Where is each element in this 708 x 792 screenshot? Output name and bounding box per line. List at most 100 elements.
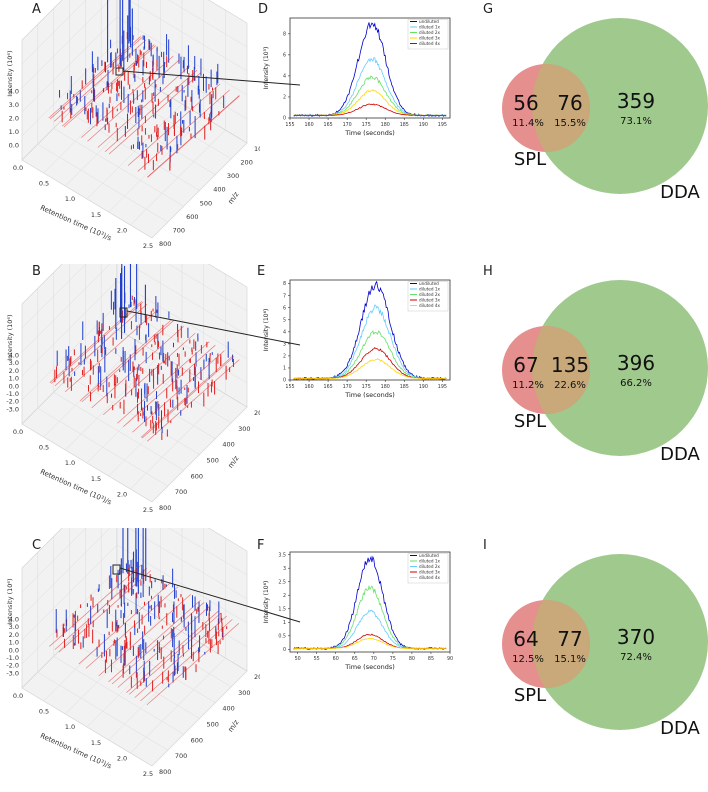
red-trace-line xyxy=(132,350,225,433)
x-tick-label: 170 xyxy=(343,122,352,128)
x-tick-label: 195 xyxy=(438,384,447,390)
x-tick-label: 195 xyxy=(438,122,447,128)
y-tick-label: 2 xyxy=(283,593,286,599)
y-tick-label: 8 xyxy=(283,281,286,287)
red-trace-line xyxy=(108,600,201,683)
line-chart-e: 155 160 165 170 175 180 185 190 195 0 1 2 3 4 5 6 7 8 Time… xyxy=(263,279,451,399)
series-line-diluted-4x xyxy=(293,103,447,116)
legend-label: diluted 2x xyxy=(419,564,441,569)
y-tick-label: 700 xyxy=(175,752,187,760)
red-trace-line xyxy=(117,605,211,688)
x-tick-label: 190 xyxy=(419,384,428,390)
x-tick-label: 165 xyxy=(324,122,333,128)
x-tick-label: 2.5 xyxy=(143,770,153,778)
x-tick-label: 1.5 xyxy=(91,475,101,483)
x-axis-label: Time (seconds) xyxy=(344,129,395,137)
y-tick-label: 2 xyxy=(283,95,286,101)
y-tick-label: 600 xyxy=(186,213,198,221)
wall-gridline xyxy=(21,280,118,377)
z-tick-label: -1.0 xyxy=(6,390,19,398)
dda-set-label: DDA xyxy=(660,182,700,203)
connector-line-c xyxy=(119,567,301,623)
red-trace-line xyxy=(79,318,173,402)
legend-label: diluted 3x xyxy=(419,570,441,575)
z-tick-label: 0.0 xyxy=(9,382,19,390)
y-tick-label: 3 xyxy=(283,566,286,572)
legend-label: diluted 1x xyxy=(419,25,441,30)
dda-circle xyxy=(532,18,708,194)
spl-only-percent: 12.5% xyxy=(512,654,544,665)
z-tick-label: 3.0 xyxy=(9,623,19,631)
spl-set-label: SPL xyxy=(514,685,546,706)
red-trace-line xyxy=(50,301,144,384)
row-2: B 4.0 3.0 2.0 1.0 0.0 -1.0 -2.0 -3.0 Intensity (… xyxy=(0,264,708,528)
zoom-box-b xyxy=(119,307,128,318)
red-trace-line xyxy=(81,55,174,138)
red-trace-line xyxy=(104,69,198,153)
panel-letter-g: G xyxy=(483,2,494,17)
y-tick-label: 6 xyxy=(283,52,286,58)
x-tick-label: 175 xyxy=(362,384,371,390)
x-tick-label: 1.0 xyxy=(65,195,75,203)
z-tick-label: 2.0 xyxy=(9,114,19,122)
legend-box xyxy=(407,553,449,584)
red-trace-line xyxy=(50,37,143,120)
y-tick-label: 400 xyxy=(213,186,225,194)
y-tick-label: 3 xyxy=(283,341,286,347)
x-tick-label: 185 xyxy=(400,384,409,390)
legend-label: undiluted xyxy=(419,281,439,286)
z-tick-label: 1.0 xyxy=(9,375,19,383)
red-trace-line xyxy=(98,594,191,677)
red-trace-line xyxy=(62,44,155,127)
y-tick-label: 600 xyxy=(191,736,203,744)
wall-gridline xyxy=(21,264,87,329)
red-trace-line xyxy=(81,320,175,403)
y-tick-label: 3.5 xyxy=(278,552,286,558)
legend-box xyxy=(407,19,449,50)
dda-circle xyxy=(532,280,708,456)
x-tick-label: 0.5 xyxy=(39,444,49,452)
x-tick-label: 55 xyxy=(314,656,320,662)
series-line-diluted-4x xyxy=(293,358,447,380)
wall-gridline xyxy=(21,0,111,89)
legend-label: diluted 1x xyxy=(419,559,441,564)
red-trace-line xyxy=(108,72,202,155)
x-tick-label: 2.0 xyxy=(117,490,127,498)
wall-gridline xyxy=(21,304,118,401)
red-trace-line xyxy=(147,95,240,178)
x-tick-label: 1.0 xyxy=(65,459,75,467)
red-trace-line xyxy=(147,359,240,442)
floor-gridline xyxy=(101,80,232,160)
panel-letter-b: B xyxy=(32,264,41,279)
y-tick-label: 2 xyxy=(283,354,286,360)
y-tick-label: 300 xyxy=(238,689,250,697)
panel-letter-a: A xyxy=(32,2,41,17)
y-tick-label: 0 xyxy=(283,647,286,653)
y-tick-label: 200 xyxy=(240,159,252,167)
red-trace-line xyxy=(123,344,216,428)
red-trace-line xyxy=(137,89,230,172)
y-tick-label: 500 xyxy=(207,457,219,465)
overlap-percent: 15.1% xyxy=(554,654,586,665)
wall-gridline xyxy=(128,264,248,336)
floor-gridline xyxy=(101,608,232,688)
red-trace-line xyxy=(111,602,205,685)
z-tick-label: 0.0 xyxy=(9,141,19,149)
venn-diagram-g: 56 11.4% 76 15.5% 359 73.1% SPL DDA xyxy=(502,18,708,203)
z-tick-label: -3.0 xyxy=(6,669,19,677)
z-tick-label: -2.0 xyxy=(6,398,19,406)
panel-letter-i: I xyxy=(483,538,487,553)
spl-only-count: 56 xyxy=(513,91,538,115)
y-tick-label: 5 xyxy=(283,317,286,323)
red-trace-line xyxy=(127,83,221,166)
venn-diagram-h: 67 11.2% 135 22.6% 396 66.2% SPL DDA xyxy=(502,280,708,465)
panel-letter-f: F xyxy=(257,538,265,553)
y-tick-label: 800 xyxy=(159,768,171,776)
x-tick-label: 1.5 xyxy=(91,211,101,219)
red-trace-line xyxy=(48,36,141,119)
x-tick-label: 160 xyxy=(304,384,313,390)
y-tick-label: 600 xyxy=(191,472,203,480)
x-axis-label: Time (seconds) xyxy=(344,663,395,671)
z-tick-label: 3.0 xyxy=(9,101,19,109)
